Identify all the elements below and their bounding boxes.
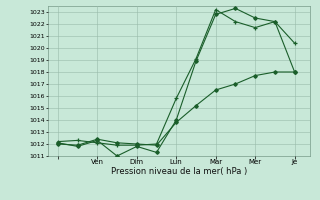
X-axis label: Pression niveau de la mer( hPa ): Pression niveau de la mer( hPa ) [111,167,247,176]
